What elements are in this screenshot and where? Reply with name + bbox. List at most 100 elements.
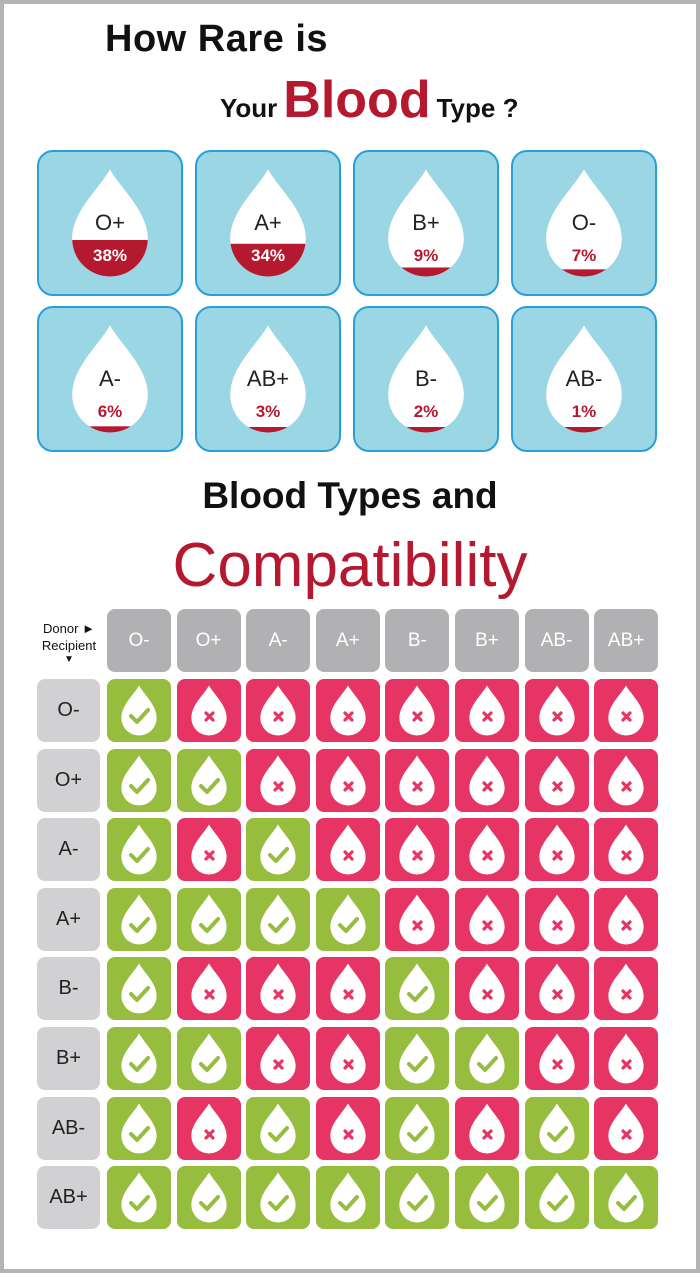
incompatible-cell	[385, 818, 450, 882]
incompatible-cell	[176, 957, 241, 1021]
rarity-tile: B+ 9%	[353, 150, 499, 296]
incompatible-cell	[385, 887, 450, 951]
recipient-header: A+	[37, 887, 100, 951]
recipient-header: AB-	[37, 1096, 100, 1160]
check-drop-icon	[538, 1103, 575, 1154]
blood-drop-icon	[546, 169, 622, 277]
incompatible-cell	[524, 1026, 589, 1090]
rarity-type-label: AB-	[565, 366, 603, 391]
compatibility-matrix	[107, 679, 659, 1230]
cross-drop-icon	[608, 1033, 644, 1084]
compatible-cell	[385, 1166, 450, 1230]
check-drop-icon	[260, 894, 296, 945]
blood-drop-icon	[72, 325, 148, 433]
rarity-tile: AB+ 3%	[195, 306, 341, 452]
cross-drop-icon	[330, 824, 366, 875]
check-drop-icon	[121, 963, 157, 1014]
incompatible-cell	[246, 957, 311, 1021]
compatible-cell	[315, 1166, 380, 1230]
rarity-percent-label: 9%	[413, 246, 439, 265]
recipient-header: B-	[37, 957, 100, 1021]
compatible-cell	[176, 887, 241, 951]
rarity-type-label: B-	[415, 366, 437, 391]
recipient-header: AB+	[37, 1166, 100, 1230]
check-drop-icon	[608, 1172, 644, 1223]
compatible-cell	[315, 887, 380, 951]
recipient-header: B+	[37, 1026, 100, 1090]
incompatible-cell	[594, 1096, 659, 1160]
check-drop-icon	[260, 1172, 296, 1223]
incompatible-cell	[315, 1026, 380, 1090]
axis-legend: Donor ► Recipient ▼	[33, 620, 105, 666]
check-drop-icon	[469, 1172, 505, 1223]
cross-drop-icon	[260, 755, 296, 806]
rarity-percent-label: 1%	[571, 402, 597, 421]
cross-drop-icon	[538, 1033, 575, 1084]
donor-header: O-	[107, 609, 171, 672]
rarity-percent-label: 34%	[250, 246, 286, 265]
check-drop-icon	[330, 1172, 366, 1223]
title-your: Your	[220, 93, 278, 123]
incompatible-cell	[454, 748, 519, 812]
rarity-type-label: O-	[571, 210, 597, 235]
compatible-cell	[246, 1166, 311, 1230]
check-drop-icon	[260, 1103, 296, 1154]
recipient-header: A-	[37, 818, 100, 882]
cross-drop-icon	[330, 685, 366, 736]
rarity-fill-level	[546, 269, 622, 277]
check-drop-icon	[330, 894, 366, 945]
donor-axis-label: Donor ►	[43, 621, 95, 636]
check-drop-icon	[121, 824, 157, 875]
rarity-tile: A+ 34%	[195, 150, 341, 296]
compatible-cell	[385, 1096, 450, 1160]
compatible-cell	[107, 957, 171, 1021]
rarity-fill-level	[388, 267, 464, 277]
cross-drop-icon	[469, 963, 505, 1014]
incompatible-cell	[524, 957, 589, 1021]
compatible-cell	[107, 1026, 171, 1090]
title-how-rare: How Rare is	[105, 18, 329, 60]
check-drop-icon	[399, 963, 436, 1014]
donor-header: A+	[315, 609, 380, 672]
rarity-percent-label: 6%	[97, 402, 123, 421]
incompatible-cell	[594, 1026, 659, 1090]
rarity-type-label: B+	[412, 210, 440, 235]
incompatible-cell	[176, 679, 241, 742]
check-drop-icon	[190, 894, 227, 945]
incompatible-cell	[594, 887, 659, 951]
incompatible-cell	[246, 1026, 311, 1090]
check-drop-icon	[190, 1033, 227, 1084]
donor-header: B-	[385, 609, 450, 672]
cross-drop-icon	[190, 685, 227, 736]
compatible-cell	[385, 957, 450, 1021]
rarity-tile: O- 7%	[511, 150, 657, 296]
recipient-header: O+	[37, 748, 100, 812]
check-drop-icon	[190, 755, 227, 806]
cross-drop-icon	[608, 755, 644, 806]
cross-drop-icon	[469, 685, 505, 736]
incompatible-cell	[315, 679, 380, 742]
cross-drop-icon	[469, 1103, 505, 1154]
compatible-cell	[246, 1096, 311, 1160]
incompatible-cell	[524, 748, 589, 812]
compatible-cell	[524, 1096, 589, 1160]
check-drop-icon	[121, 1033, 157, 1084]
compatible-cell	[385, 1026, 450, 1090]
recipient-axis-label: Recipient	[41, 638, 97, 653]
blood-drop-icon	[546, 325, 622, 433]
incompatible-cell	[315, 957, 380, 1021]
compatible-cell	[176, 748, 241, 812]
blood-drop-icon	[230, 325, 306, 433]
check-drop-icon	[121, 894, 157, 945]
rarity-type-label: O+	[95, 210, 125, 235]
check-drop-icon	[260, 824, 296, 875]
cross-drop-icon	[538, 685, 575, 736]
incompatible-cell	[315, 748, 380, 812]
incompatible-cell	[594, 679, 659, 742]
cross-drop-icon	[608, 963, 644, 1014]
incompatible-cell	[176, 1096, 241, 1160]
donor-header: AB-	[524, 609, 589, 672]
compatible-cell	[176, 1026, 241, 1090]
incompatible-cell	[454, 818, 519, 882]
